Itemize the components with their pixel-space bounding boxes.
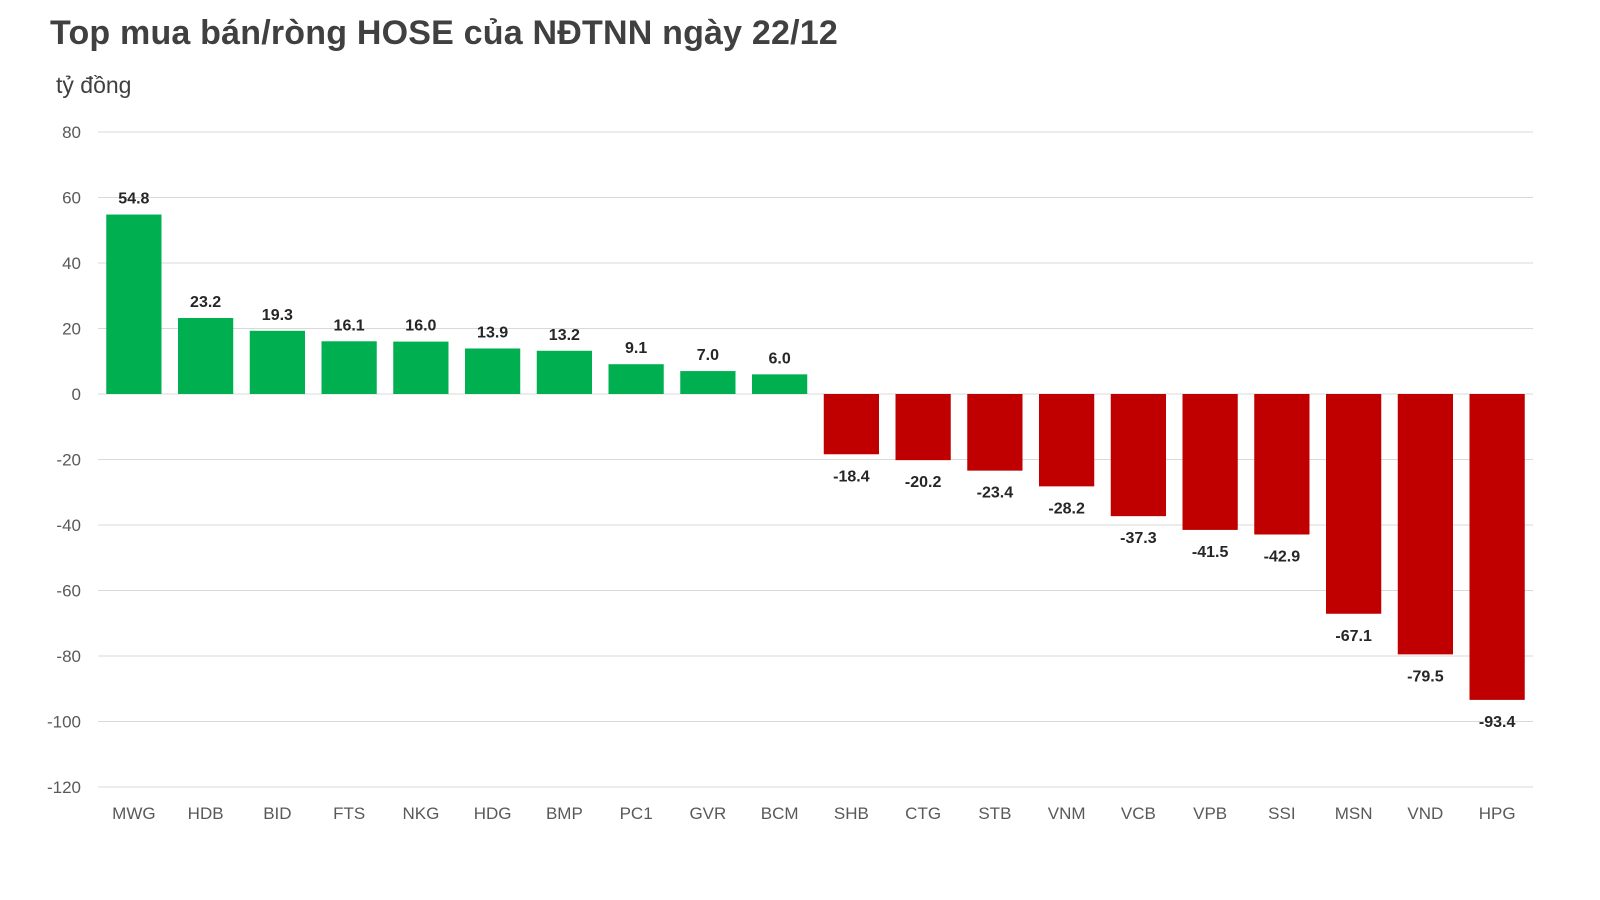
y-tick-label: -100: [47, 713, 81, 732]
category-label-ctg: CTG: [905, 804, 941, 823]
value-label-bmp: 13.2: [549, 327, 580, 344]
category-label-hdb: HDB: [188, 804, 224, 823]
bar-ssi: [1254, 394, 1310, 535]
category-label-bcm: BCM: [761, 804, 799, 823]
value-label-ctg: -20.2: [905, 474, 942, 491]
value-label-gvr: 7.0: [697, 347, 719, 364]
value-label-ssi: -42.9: [1264, 548, 1301, 565]
y-tick-label: 40: [62, 254, 81, 273]
category-label-pc1: PC1: [620, 804, 653, 823]
bar-hdb: [178, 318, 234, 394]
bar-msn: [1326, 394, 1382, 614]
value-label-hdg: 13.9: [477, 324, 508, 341]
category-label-vnd: VND: [1407, 804, 1443, 823]
y-tick-label: 60: [62, 189, 81, 208]
y-tick-label: -60: [56, 582, 81, 601]
bar-bcm: [752, 374, 808, 394]
bar-ctg: [895, 394, 951, 461]
value-label-msn: -67.1: [1335, 628, 1372, 645]
y-tick-label: -120: [47, 778, 81, 797]
value-label-vcb: -37.3: [1120, 530, 1157, 547]
category-label-nkg: NKG: [402, 804, 439, 823]
category-label-hdg: HDG: [474, 804, 512, 823]
value-label-mwg: 54.8: [118, 191, 149, 208]
category-label-gvr: GVR: [689, 804, 726, 823]
y-tick-label: -80: [56, 647, 81, 666]
value-labels: 54.8 23.2 19.3 16.1 16.0 13.9 13.2 9.1 7.0 6.0 -18…: [118, 191, 1515, 731]
bar-nkg: [393, 341, 449, 394]
bar-bmp: [536, 350, 592, 394]
bar-hpg: [1469, 394, 1525, 700]
y-tick-label: 20: [62, 320, 81, 339]
y-tick-label: -40: [56, 516, 81, 535]
category-label-vcb: VCB: [1121, 804, 1156, 823]
value-label-hpg: -93.4: [1479, 714, 1516, 731]
category-label-msn: MSN: [1335, 804, 1373, 823]
bar-vpb: [1182, 394, 1238, 530]
value-label-bcm: 6.0: [769, 350, 791, 367]
bars: [106, 214, 1525, 700]
bar-bid: [249, 330, 305, 394]
bar-gvr: [680, 371, 736, 394]
gridlines: [98, 131, 1533, 788]
y-tick-label: -20: [56, 451, 81, 470]
category-label-ssi: SSI: [1268, 804, 1295, 823]
category-label-mwg: MWG: [112, 804, 155, 823]
category-label-bmp: BMP: [546, 804, 583, 823]
value-label-bid: 19.3: [262, 307, 293, 324]
bar-vnm: [1039, 394, 1095, 487]
category-label-vnm: VNM: [1048, 804, 1086, 823]
bar-stb: [967, 394, 1023, 471]
bar-pc1: [608, 364, 664, 394]
y-axis-ticks: 80 60 40 20 0 -20 -40 -60 -80 -100 -120: [47, 123, 81, 797]
category-label-fts: FTS: [333, 804, 365, 823]
bar-mwg: [106, 214, 162, 394]
y-tick-label: 0: [72, 385, 81, 404]
value-label-vnd: -79.5: [1407, 668, 1444, 685]
category-label-hpg: HPG: [1479, 804, 1516, 823]
category-label-stb: STB: [978, 804, 1011, 823]
bar-vnd: [1397, 394, 1453, 655]
value-label-stb: -23.4: [977, 485, 1014, 502]
category-label-vpb: VPB: [1193, 804, 1227, 823]
chart-title: Top mua bán/ròng HOSE của NĐTNN ngày 22/…: [50, 14, 839, 52]
bar-vcb: [1110, 394, 1166, 517]
bar-shb: [823, 394, 879, 455]
value-label-hdb: 23.2: [190, 294, 221, 311]
category-label-shb: SHB: [834, 804, 869, 823]
value-label-fts: 16.1: [334, 317, 365, 334]
category-label-bid: BID: [263, 804, 291, 823]
value-label-nkg: 16.0: [405, 318, 436, 335]
category-labels: MWG HDB BID FTS NKG HDG BMP PC1 GVR BCM SHB CTG STB V…: [112, 804, 1515, 823]
value-label-vnm: -28.2: [1048, 500, 1085, 517]
bar-fts: [321, 341, 377, 394]
y-axis-unit-label: tỷ đồng: [56, 72, 132, 98]
value-label-vpb: -41.5: [1192, 544, 1229, 561]
value-label-pc1: 9.1: [625, 340, 647, 357]
y-tick-label: 80: [62, 123, 81, 142]
bar-hdg: [465, 348, 521, 394]
value-label-shb: -18.4: [833, 468, 870, 485]
